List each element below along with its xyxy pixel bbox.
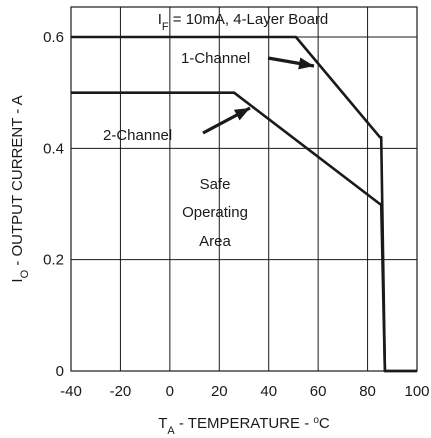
safe-area-label-line1: Safe [200, 176, 231, 193]
x-tick-label: 80 [359, 383, 376, 400]
series-line-two-channel [71, 91, 417, 373]
curves [71, 35, 417, 373]
x-tick-label: -40 [60, 383, 82, 400]
y-tick-label: 0 [56, 363, 64, 380]
x-tick-label: 20 [211, 383, 228, 400]
safe-area-label-line2: Operating [182, 204, 248, 221]
two-channel-arrow-head [233, 108, 250, 121]
x-tick-label: 40 [260, 383, 277, 400]
x-tick-label: 100 [404, 383, 429, 400]
y-tick-label: 0.2 [43, 252, 64, 269]
y-tick-label: 0.6 [43, 29, 64, 46]
x-tick-label: 60 [310, 383, 327, 400]
x-axis-label: TA - TEMPERATURE - oC [158, 415, 330, 438]
plot-frame [70, 6, 418, 372]
y-tick-label: 0.4 [43, 140, 64, 157]
two-channel-label: 2-Channel [103, 127, 172, 144]
y-axis-label: IO - OUTPUT CURRENT - A [9, 95, 31, 282]
safe-area-label-line3: Area [199, 233, 231, 250]
one-channel-label: 1-Channel [181, 50, 250, 67]
chart-title: IF = 10mA, 4-Layer Board [158, 11, 329, 33]
tick-labels: -40 -20 0 20 40 60 80 100 0 0.2 0.4 0.6 [43, 29, 429, 400]
x-tick-label: -20 [110, 383, 132, 400]
x-tick-label: 0 [166, 383, 174, 400]
annotation-arrows [202, 56, 315, 135]
one-channel-arrow-head [298, 57, 314, 70]
